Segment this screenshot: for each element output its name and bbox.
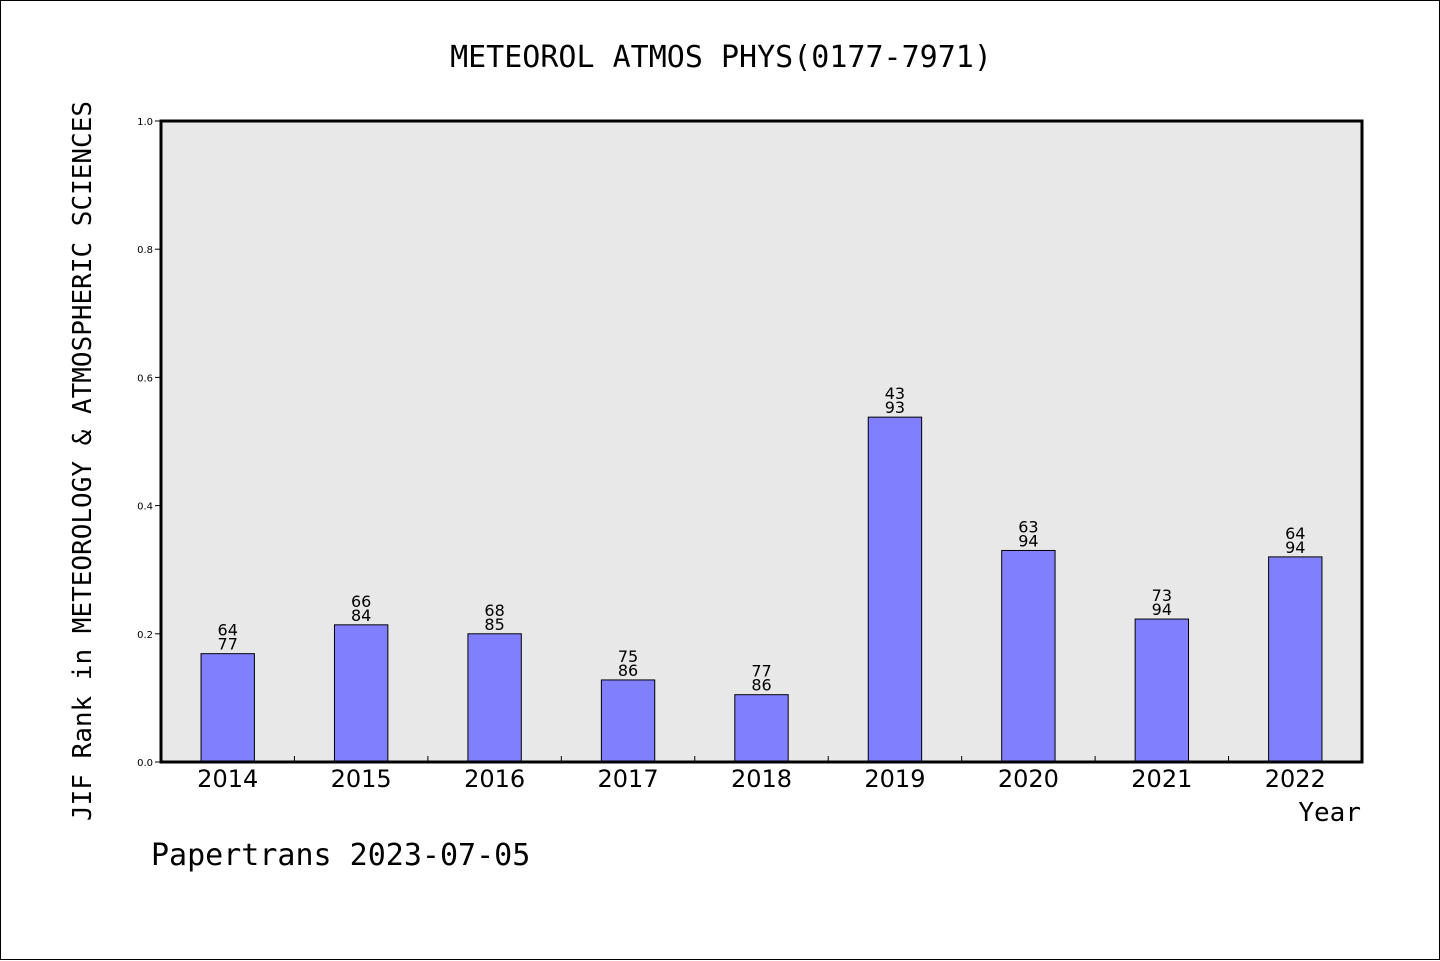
bar: [200, 653, 255, 763]
footer-credit: Papertrans 2023-07-05: [151, 838, 530, 873]
bar-total-label: 94: [1285, 538, 1305, 557]
bar-total-label: 77: [218, 635, 238, 654]
bar: [467, 633, 522, 763]
x-axis-label: Year: [1298, 798, 1361, 828]
y-tick-label: 0.0: [137, 758, 153, 769]
bar: [734, 694, 789, 763]
bar-series: [200, 416, 1323, 763]
bar-total-label: 86: [618, 661, 638, 680]
bar-rank-label: 64: [1285, 524, 1305, 543]
bar-rank-label: 43: [885, 384, 905, 403]
bar-total-label: 94: [1018, 531, 1038, 550]
y-tick-label: 0.8: [137, 245, 153, 256]
x-tick-label: 2022: [1265, 765, 1326, 793]
bar-total-label: 84: [351, 606, 371, 625]
bar-rank-label: 75: [618, 647, 638, 666]
plot-frame: [159, 119, 1364, 764]
x-tick-label: 2014: [197, 765, 258, 793]
x-tick-label: 2016: [464, 765, 525, 793]
y-tick-label: 0.4: [137, 502, 153, 513]
bar-rank-label: 63: [1018, 517, 1038, 536]
bar: [1134, 618, 1190, 763]
bar-total-label: 94: [1152, 600, 1172, 619]
y-tick-label: 0.6: [137, 373, 153, 384]
bar-total-label: 86: [751, 676, 771, 695]
y-axis-label: JIF Rank in METEOROLOGY & ATMOSPHERIC SC…: [68, 101, 98, 821]
y-tick-label: 1.0: [137, 117, 153, 128]
bar-total-label: 93: [885, 398, 905, 417]
bar-rank-label: 77: [751, 662, 771, 681]
chart-title: METEOROL ATMOS PHYS(0177-7971): [450, 40, 992, 75]
x-tick-label: 2019: [864, 765, 925, 793]
bar-rank-label: 73: [1152, 586, 1172, 605]
bar: [867, 416, 923, 763]
x-tick-label: 2020: [998, 765, 1059, 793]
x-tick-label: 2021: [1131, 765, 1192, 793]
bar: [1001, 549, 1056, 763]
bar-rank-label: 66: [351, 592, 371, 611]
bar-total-label: 85: [484, 615, 504, 634]
x-tick-label: 2015: [331, 765, 392, 793]
bar: [333, 624, 389, 763]
bar-rank-label: 68: [484, 601, 504, 620]
bar: [1268, 556, 1323, 763]
x-tick-label: 2017: [598, 765, 659, 793]
bar: [600, 679, 656, 763]
y-tick-label: 0.2: [137, 630, 153, 641]
bar-rank-label: 64: [218, 621, 238, 640]
x-tick-label: 2018: [731, 765, 792, 793]
x-axis-ticks: 2014 2015 2016 2017 2018 2019 2020 2021 2022: [197, 756, 1326, 793]
y-axis-ticks: 0.0 0.2 0.4 0.6 0.8 1.0: [137, 117, 161, 769]
